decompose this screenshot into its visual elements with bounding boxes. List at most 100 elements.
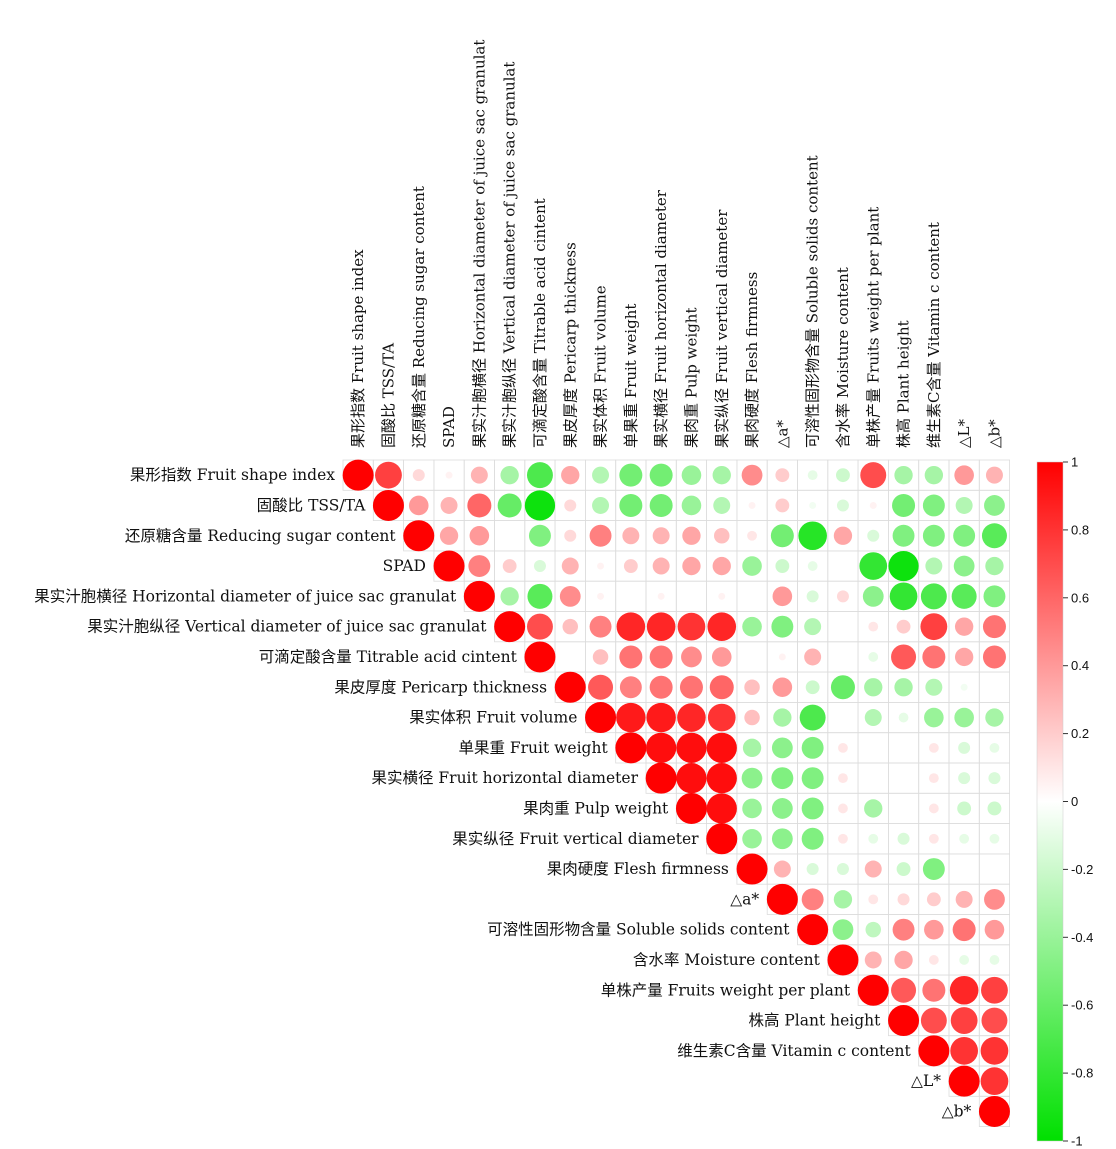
correlation-circle (533, 560, 546, 573)
correlation-circle (585, 702, 617, 734)
row-label: 果肉重 Pulp weight (523, 799, 669, 817)
correlation-circle (619, 676, 642, 699)
correlation-circle (868, 621, 879, 632)
correlation-circle (980, 1036, 1009, 1065)
correlation-circle (524, 641, 556, 673)
correlation-circle (773, 860, 791, 878)
correlation-circle (806, 863, 819, 876)
correlation-circle (682, 526, 701, 545)
correlation-circle (645, 762, 677, 794)
column-label: 含水率 Moisture content (834, 267, 852, 448)
correlation-circle (500, 465, 519, 485)
correlation-circle (527, 583, 553, 609)
color-scale (1036, 461, 1064, 1142)
correlation-circle (741, 767, 763, 789)
correlation-circle (592, 466, 610, 484)
correlation-circle (592, 496, 610, 514)
correlation-circle (864, 799, 883, 818)
correlation-circle (403, 520, 435, 552)
correlation-circle (898, 712, 909, 723)
correlation-circle (924, 707, 944, 728)
row-label: 单果重 Fruit weight (458, 739, 608, 757)
correlation-circle (597, 562, 605, 570)
correlation-circle (559, 585, 581, 607)
correlation-circle (616, 612, 646, 641)
grid-cell (736, 580, 768, 612)
correlation-circle (742, 798, 762, 819)
column-label: 果实汁胞横径 Horizontal diameter of juice sac … (470, 40, 488, 448)
grid-cell (615, 580, 647, 612)
column-label: 可溶性固形物含量 Soluble solids content (804, 155, 822, 448)
correlation-circle (957, 801, 972, 816)
row-label: 果实汁胞横径 Horizontal diameter of juice sac … (34, 587, 457, 605)
correlation-circle (928, 773, 939, 784)
grid-cell (827, 611, 859, 643)
correlation-circle (801, 888, 824, 911)
grid-cell (827, 702, 859, 734)
correlation-circle (592, 649, 609, 665)
correlation-circle (677, 612, 706, 641)
correlation-circle (862, 585, 884, 607)
row-label: 果实体积 Fruit volume (409, 709, 577, 727)
correlation-circle (718, 592, 726, 600)
correlation-circle (564, 499, 577, 512)
correlation-circle (747, 530, 757, 541)
correlation-circle (984, 888, 1005, 910)
column-label: 果实体积 Fruit volume (592, 285, 610, 448)
grid-cell (857, 732, 889, 764)
correlation-circle (775, 559, 790, 573)
correlation-circle (896, 619, 911, 634)
row-label: 果形指数 Fruit shape index (130, 466, 335, 484)
correlation-circle (928, 803, 939, 814)
correlation-circle (589, 524, 612, 547)
column-label: 果肉硬度 Flesh firmness (743, 272, 761, 448)
correlation-circle (809, 501, 817, 509)
correlation-circle (561, 465, 580, 485)
correlation-circle (926, 892, 941, 907)
correlation-circle (836, 468, 850, 483)
correlation-circle (562, 618, 578, 635)
correlation-circle (623, 559, 638, 573)
correlation-circle (706, 732, 737, 763)
column-label: 固酸比 TSS/TA (379, 343, 397, 448)
correlation-circle (619, 645, 643, 669)
correlation-circles (342, 459, 1010, 1127)
scale-tick-label: 0 (1071, 794, 1078, 809)
correlation-circle (836, 863, 849, 876)
correlation-circle (922, 494, 945, 517)
row-label: 固酸比 TSS/TA (257, 496, 366, 514)
correlation-circle (833, 890, 853, 909)
correlation-circle (679, 675, 703, 699)
correlation-circle (711, 647, 732, 667)
column-label: 可滴定酸含量 Titrable acid cintent (531, 198, 549, 448)
correlation-circle (836, 499, 849, 512)
correlation-circle (681, 646, 702, 668)
correlation-circle (801, 767, 824, 790)
correlation-circle (561, 557, 579, 575)
correlation-circle (770, 524, 794, 548)
correlation-circle (838, 833, 848, 844)
correlation-circle (954, 707, 974, 728)
correlation-circle (892, 524, 915, 547)
correlation-circle (676, 763, 707, 794)
correlation-circle (657, 592, 665, 600)
grid-cell (554, 641, 586, 673)
scale-tick-label: -0.8 (1071, 1066, 1093, 1081)
grid-cell (978, 671, 1010, 703)
correlation-circle (619, 463, 643, 487)
scale-tick-label: -1 (1071, 1134, 1083, 1149)
correlation-circle (467, 493, 492, 518)
row-label: 果实横径 Fruit horizontal diameter (371, 769, 638, 787)
correlation-circle (772, 677, 793, 698)
grid-cell (948, 853, 980, 885)
correlation-circle (951, 583, 977, 609)
correlation-circle (864, 860, 882, 878)
correlation-circle (953, 524, 976, 547)
correlation-circle (615, 732, 647, 764)
correlation-circle (894, 950, 913, 970)
column-label: SPAD (440, 406, 458, 448)
correlation-circle (950, 1007, 978, 1034)
row-label: △L* (911, 1072, 941, 1090)
correlation-circle (707, 703, 736, 732)
